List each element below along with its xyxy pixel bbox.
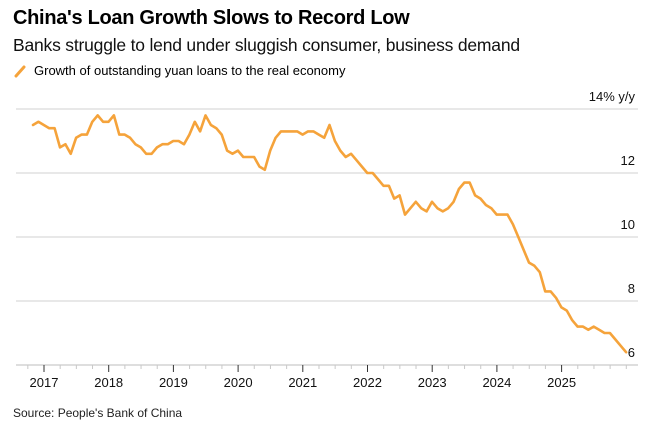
- x-tick-label: 2024: [482, 375, 511, 390]
- x-tick-label: 2019: [159, 375, 188, 390]
- x-tick-label: 2017: [30, 375, 59, 390]
- x-tick-label: 2023: [418, 375, 447, 390]
- x-tick-label: 2022: [353, 375, 382, 390]
- x-tick-label: 2025: [547, 375, 576, 390]
- x-tick-label: 2020: [224, 375, 253, 390]
- legend: Growth of outstanding yuan loans to the …: [13, 63, 345, 78]
- y-tick-label: 12: [621, 153, 635, 168]
- chart-subtitle: Banks struggle to lend under sluggish co…: [13, 35, 520, 55]
- y-tick-label: 8: [628, 281, 635, 296]
- source-note: Source: People's Bank of China: [13, 406, 183, 420]
- series-line: [31, 114, 628, 354]
- line-swatch-icon: [13, 64, 27, 78]
- y-tick-label: 6: [628, 345, 635, 360]
- legend-label: Growth of outstanding yuan loans to the …: [34, 63, 346, 78]
- y-tick-label: 14% y/y: [589, 89, 636, 104]
- y-tick-label: 10: [621, 217, 635, 232]
- x-tick-label: 2018: [94, 375, 123, 390]
- chart-title: China's Loan Growth Slows to Record Low: [13, 7, 410, 29]
- x-tick-label: 2021: [288, 375, 317, 390]
